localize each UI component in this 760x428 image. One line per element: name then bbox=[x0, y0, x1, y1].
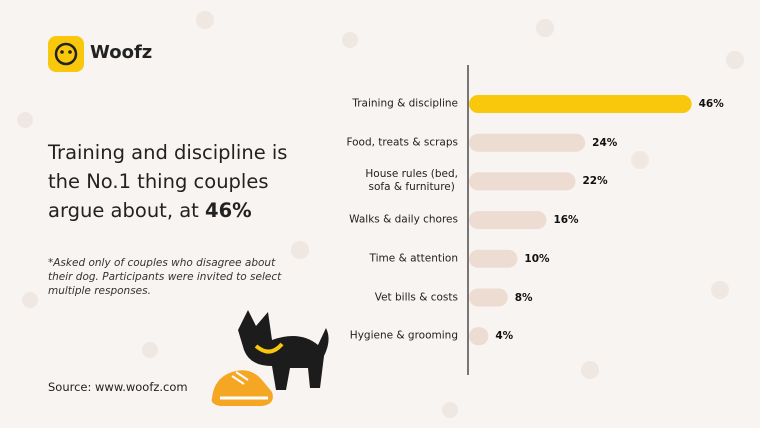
logo-icon bbox=[48, 36, 84, 72]
category-label: Food, treats & scraps bbox=[346, 136, 458, 149]
value-label: 46% bbox=[698, 98, 724, 110]
value-label: 4% bbox=[495, 330, 514, 343]
category-label: Hygiene & grooming bbox=[349, 329, 458, 342]
value-label: 8% bbox=[514, 291, 533, 304]
brand-name: Woofz bbox=[90, 42, 153, 63]
headline: Training and discipline is the No.1 thin… bbox=[48, 138, 288, 225]
bar bbox=[469, 133, 586, 152]
headline-text: Training and discipline is the No.1 thin… bbox=[48, 141, 288, 222]
value-label: 10% bbox=[524, 252, 550, 265]
value-label: 24% bbox=[592, 136, 618, 149]
headline-highlight: 46% bbox=[205, 199, 252, 222]
bar bbox=[469, 211, 547, 230]
bar bbox=[469, 249, 518, 268]
category-label: House rules (bed, sofa & furniture) bbox=[365, 168, 458, 194]
paw-pattern bbox=[17, 11, 744, 418]
value-label: 16% bbox=[553, 214, 579, 227]
dog-illustration bbox=[211, 310, 329, 406]
bar bbox=[469, 95, 692, 113]
bar bbox=[469, 327, 489, 346]
category-label: Vet bills & costs bbox=[374, 291, 458, 303]
source: Source: www.woofz.com bbox=[48, 380, 188, 394]
category-label: Walks & daily chores bbox=[349, 213, 458, 226]
footnote: *Asked only of couples who disagree abou… bbox=[48, 257, 282, 297]
bar bbox=[469, 172, 576, 191]
category-label: Training & discipline bbox=[352, 97, 458, 110]
bar bbox=[469, 288, 508, 307]
category-label: Time & attention bbox=[369, 252, 458, 265]
value-label: 22% bbox=[582, 175, 608, 188]
